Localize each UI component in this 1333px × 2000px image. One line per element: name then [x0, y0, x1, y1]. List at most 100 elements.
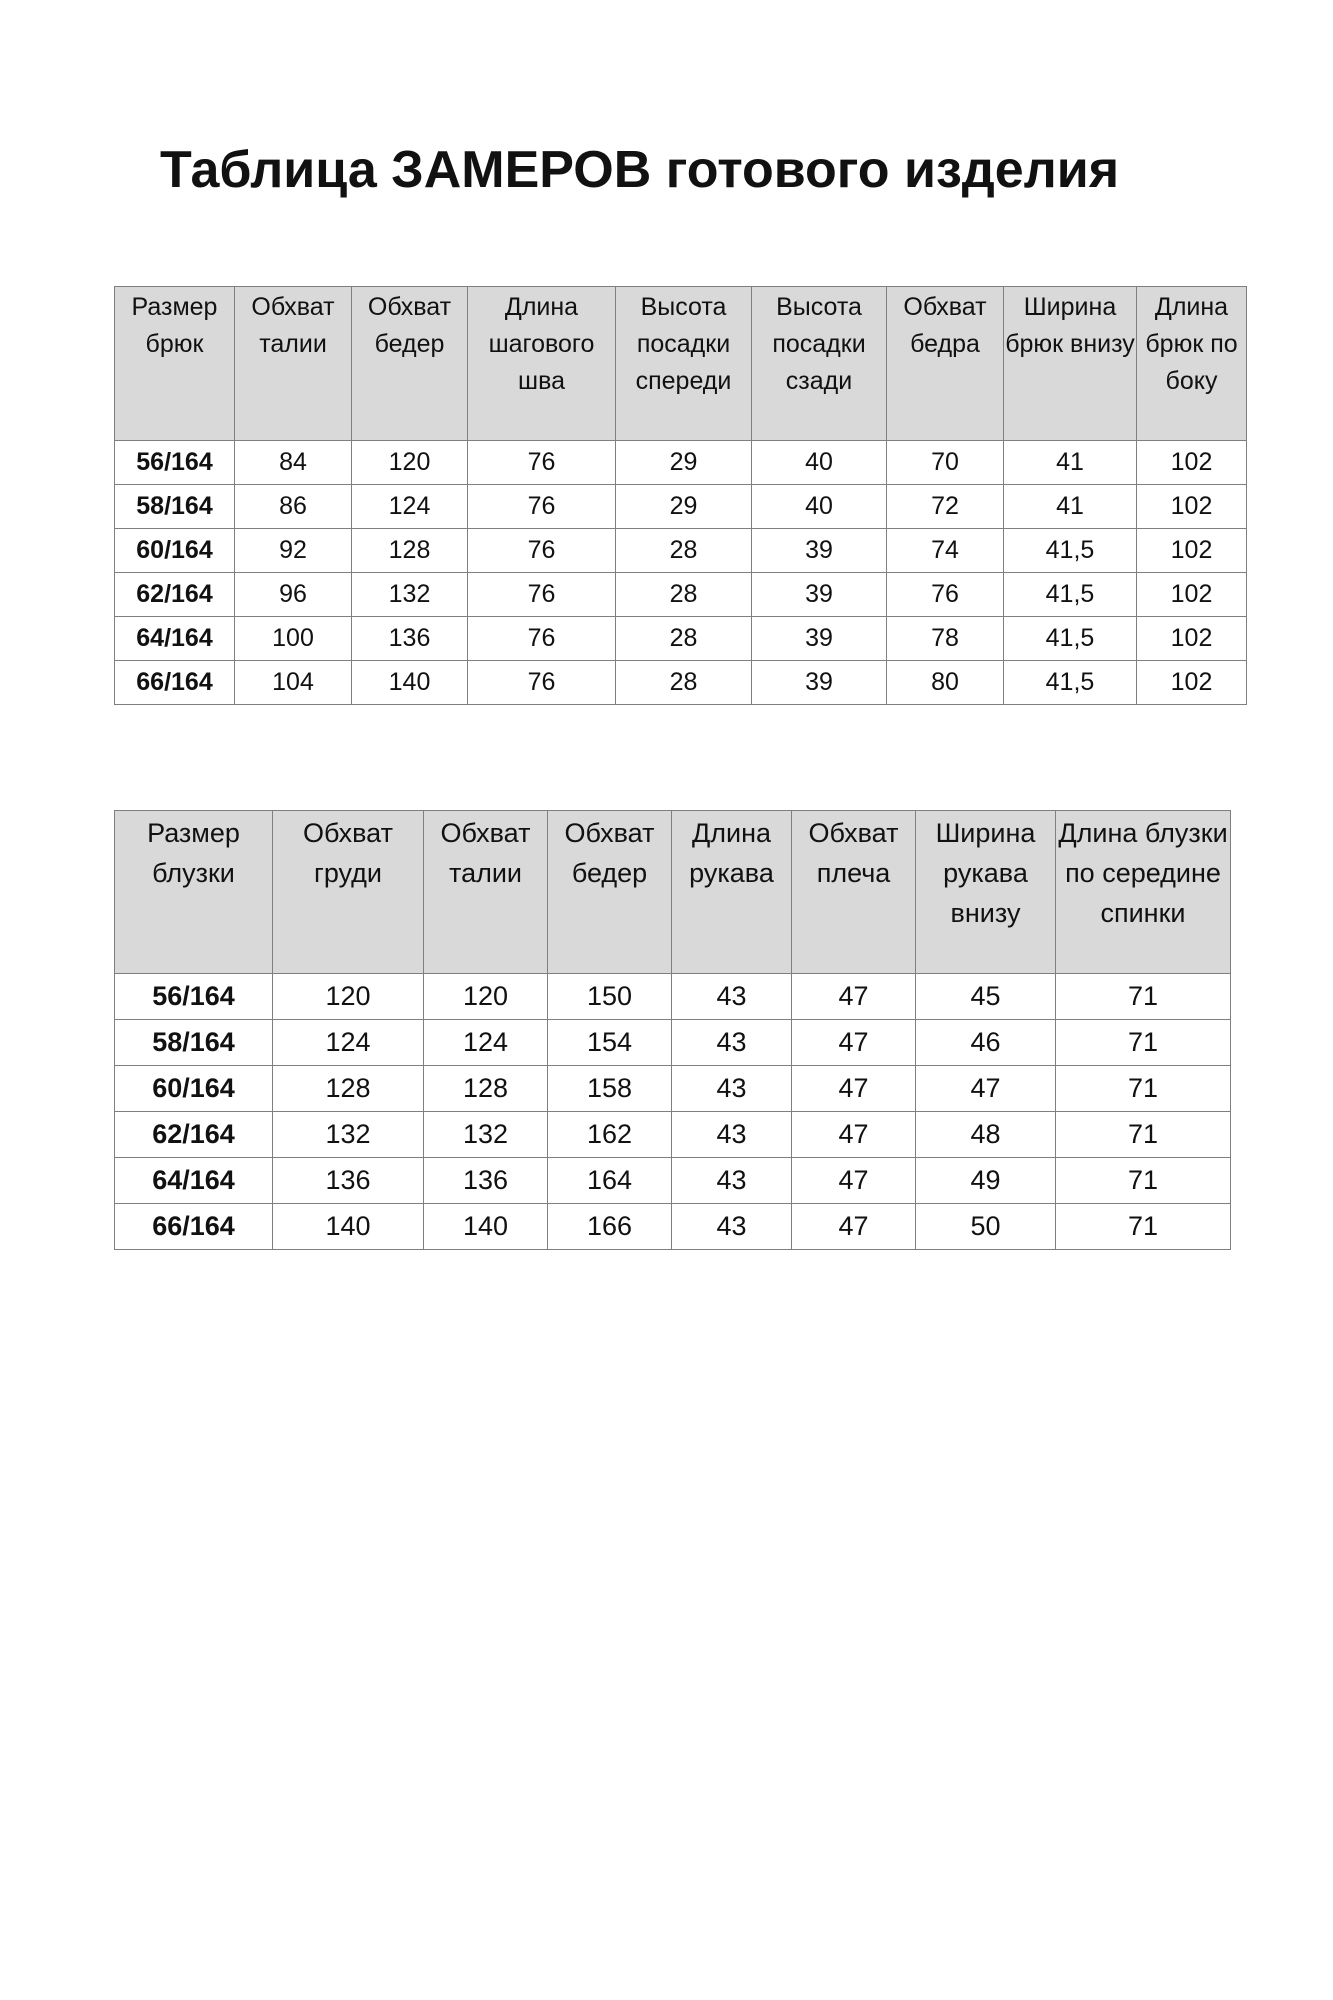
column-header: Обхват бедер: [351, 286, 468, 441]
value-cell: 48: [915, 1111, 1056, 1158]
value-cell: 74: [886, 528, 1004, 573]
value-cell: 43: [671, 1111, 792, 1158]
value-cell: 72: [886, 484, 1004, 529]
value-cell: 28: [615, 660, 752, 705]
value-cell: 102: [1136, 660, 1247, 705]
column-header: Обхват талии: [234, 286, 352, 441]
value-cell: 41: [1003, 440, 1137, 485]
value-cell: 92: [234, 528, 352, 573]
value-cell: 47: [791, 973, 916, 1020]
size-cell: 64/164: [114, 1157, 273, 1204]
value-cell: 140: [423, 1203, 548, 1250]
table-row: 60/164 92 128 76 28 39 74 41,5 102: [114, 528, 1247, 573]
value-cell: 78: [886, 616, 1004, 661]
value-cell: 102: [1136, 572, 1247, 617]
value-cell: 71: [1055, 973, 1231, 1020]
value-cell: 124: [351, 484, 468, 529]
value-cell: 41,5: [1003, 660, 1137, 705]
size-cell: 58/164: [114, 484, 235, 529]
table-row: 66/164 140 140 166 43 47 50 71: [114, 1203, 1231, 1250]
value-cell: 86: [234, 484, 352, 529]
table-row: 58/164 86 124 76 29 40 72 41 102: [114, 484, 1247, 529]
value-cell: 45: [915, 973, 1056, 1020]
value-cell: 120: [351, 440, 468, 485]
value-cell: 29: [615, 484, 752, 529]
column-header: Длина брюк по боку: [1136, 286, 1247, 441]
value-cell: 39: [751, 528, 887, 573]
value-cell: 43: [671, 1203, 792, 1250]
value-cell: 102: [1136, 528, 1247, 573]
value-cell: 43: [671, 1157, 792, 1204]
value-cell: 128: [423, 1065, 548, 1112]
value-cell: 71: [1055, 1111, 1231, 1158]
size-cell: 66/164: [114, 1203, 273, 1250]
value-cell: 41,5: [1003, 528, 1137, 573]
value-cell: 47: [791, 1157, 916, 1204]
value-cell: 41,5: [1003, 616, 1137, 661]
value-cell: 47: [791, 1203, 916, 1250]
size-cell: 66/164: [114, 660, 235, 705]
value-cell: 71: [1055, 1203, 1231, 1250]
value-cell: 102: [1136, 616, 1247, 661]
value-cell: 100: [234, 616, 352, 661]
value-cell: 150: [547, 973, 672, 1020]
value-cell: 76: [467, 616, 616, 661]
value-cell: 41,5: [1003, 572, 1137, 617]
value-cell: 76: [467, 440, 616, 485]
page-title: Таблица ЗАМЕРОВ готового изделия: [160, 141, 1120, 199]
value-cell: 28: [615, 616, 752, 661]
value-cell: 71: [1055, 1065, 1231, 1112]
value-cell: 41: [1003, 484, 1137, 529]
value-cell: 39: [751, 616, 887, 661]
size-cell: 58/164: [114, 1019, 273, 1066]
table-row: 64/164 100 136 76 28 39 78 41,5 102: [114, 616, 1247, 661]
value-cell: 120: [423, 973, 548, 1020]
value-cell: 40: [751, 440, 887, 485]
value-cell: 71: [1055, 1157, 1231, 1204]
value-cell: 166: [547, 1203, 672, 1250]
size-cell: 62/164: [114, 1111, 273, 1158]
column-header: Обхват бедра: [886, 286, 1004, 441]
table-row: 62/164 96 132 76 28 39 76 41,5 102: [114, 572, 1247, 617]
table-row: 60/164 128 128 158 43 47 47 71: [114, 1065, 1231, 1112]
value-cell: 76: [467, 660, 616, 705]
value-cell: 128: [272, 1065, 424, 1112]
value-cell: 28: [615, 528, 752, 573]
size-cell: 56/164: [114, 440, 235, 485]
value-cell: 132: [423, 1111, 548, 1158]
table-row: 58/164 124 124 154 43 47 46 71: [114, 1019, 1231, 1066]
value-cell: 40: [751, 484, 887, 529]
value-cell: 80: [886, 660, 1004, 705]
trousers-measurements-table: Размер брюк Обхват талии Обхват бедер Длина…: [114, 286, 1247, 705]
value-cell: 47: [791, 1065, 916, 1112]
value-cell: 164: [547, 1157, 672, 1204]
value-cell: 43: [671, 973, 792, 1020]
value-cell: 39: [751, 660, 887, 705]
value-cell: 136: [351, 616, 468, 661]
table-row: 56/164 84 120 76 29 40 70 41 102: [114, 440, 1247, 485]
column-header: Размер брюк: [114, 286, 235, 441]
column-header: Обхват плеча: [791, 810, 916, 974]
value-cell: 43: [671, 1065, 792, 1112]
size-cell: 60/164: [114, 528, 235, 573]
value-cell: 76: [886, 572, 1004, 617]
value-cell: 50: [915, 1203, 1056, 1250]
value-cell: 76: [467, 528, 616, 573]
value-cell: 76: [467, 484, 616, 529]
column-header: Длина рукава: [671, 810, 792, 974]
column-header: Обхват бедер: [547, 810, 672, 974]
value-cell: 71: [1055, 1019, 1231, 1066]
blouse-measurements-table: Размер блузки Обхват груди Обхват талии Обх…: [114, 810, 1231, 1250]
column-header: Высота посадки сзади: [751, 286, 887, 441]
value-cell: 46: [915, 1019, 1056, 1066]
value-cell: 162: [547, 1111, 672, 1158]
column-header: Обхват талии: [423, 810, 548, 974]
value-cell: 132: [351, 572, 468, 617]
column-header: Обхват груди: [272, 810, 424, 974]
value-cell: 29: [615, 440, 752, 485]
value-cell: 124: [272, 1019, 424, 1066]
column-header: Размер блузки: [114, 810, 273, 974]
value-cell: 43: [671, 1019, 792, 1066]
value-cell: 28: [615, 572, 752, 617]
size-cell: 56/164: [114, 973, 273, 1020]
